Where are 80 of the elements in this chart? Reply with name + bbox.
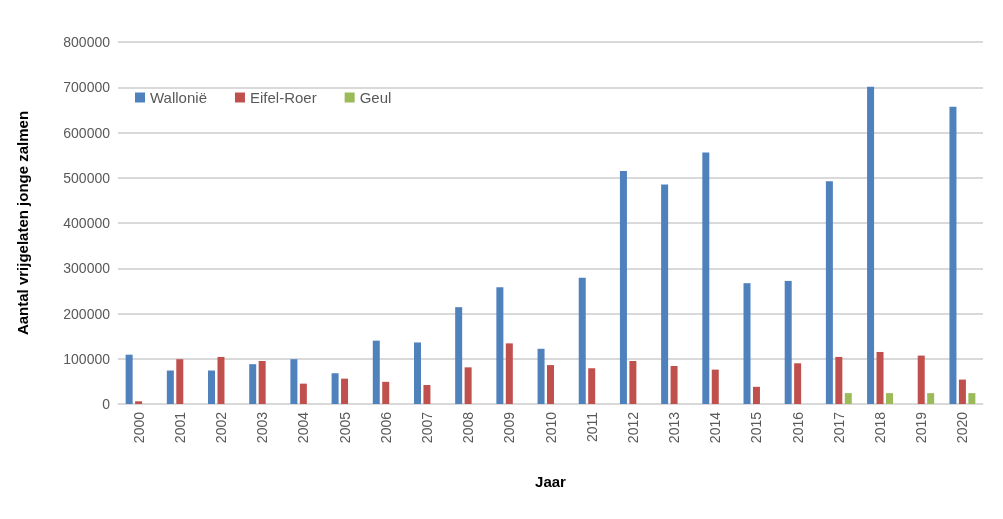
bar — [547, 365, 554, 404]
bar — [670, 365, 678, 404]
bar — [917, 355, 925, 404]
bar — [885, 393, 893, 404]
x-tick-label: 2018 — [872, 411, 889, 444]
x-tick-label: 2007 — [418, 411, 435, 444]
bar — [217, 356, 225, 404]
bar — [968, 393, 976, 404]
x-tick-label: 2014 — [707, 411, 724, 444]
bar — [661, 184, 669, 404]
bar — [135, 401, 143, 404]
bar — [249, 364, 257, 404]
bar — [208, 370, 216, 404]
bar — [537, 348, 545, 404]
x-axis-title: Jaar — [535, 473, 567, 490]
bar — [784, 280, 792, 404]
bar — [825, 181, 833, 404]
bar — [455, 307, 463, 404]
x-tick-label: 2019 — [913, 411, 930, 444]
x-tick-label: 2009 — [501, 411, 518, 444]
x-tick-label: 2016 — [789, 411, 806, 444]
bar — [464, 367, 472, 404]
bar — [794, 363, 802, 404]
y-tick-label: 800000 — [63, 34, 111, 50]
bar — [927, 393, 935, 404]
y-tick-label: 600000 — [63, 124, 111, 141]
legend-label: Wallonië — [150, 89, 207, 106]
x-tick-label: 2012 — [624, 411, 641, 444]
bar — [290, 359, 298, 404]
bar — [752, 386, 760, 404]
bar — [496, 287, 504, 404]
bar — [743, 283, 751, 404]
x-tick-label: 2004 — [295, 411, 312, 444]
bar — [629, 361, 637, 404]
bar — [619, 170, 627, 404]
y-axis-title: Aantal vrijgelaten jonge zalmen — [14, 110, 31, 336]
bar — [578, 277, 586, 404]
bar — [258, 361, 266, 404]
bar — [166, 370, 174, 404]
bar — [949, 106, 957, 404]
bar — [505, 343, 513, 404]
y-tick-label: 500000 — [63, 169, 111, 186]
x-tick-label: 2006 — [377, 411, 394, 444]
x-tick-label: 2013 — [666, 411, 683, 444]
bar — [382, 381, 390, 404]
y-tick-label: 100000 — [63, 350, 111, 367]
bar — [341, 378, 349, 404]
x-tick-label: 2015 — [748, 411, 765, 444]
bar — [423, 385, 431, 404]
legend-label: Eifel-Roer — [249, 89, 317, 106]
x-tick-label: 2011 — [583, 411, 600, 443]
x-tick-label: 2017 — [830, 411, 847, 444]
legend-label: Geul — [359, 89, 392, 106]
x-tick-label: 2001 — [171, 411, 188, 444]
y-tick-label: 0 — [102, 396, 111, 412]
bar — [835, 356, 843, 404]
y-tick-label: 300000 — [63, 260, 111, 277]
x-tick-label: 2000 — [130, 411, 147, 444]
bar — [331, 373, 339, 404]
x-tick-label: 2002 — [212, 411, 229, 444]
bar — [588, 368, 596, 404]
y-tick-label: 700000 — [63, 79, 111, 96]
bar — [958, 379, 966, 404]
x-tick-label: 2020 — [954, 411, 971, 444]
bar — [876, 351, 884, 404]
bar — [711, 369, 719, 404]
bar — [867, 86, 875, 404]
y-tick-label: 200000 — [63, 305, 111, 322]
bar — [125, 354, 133, 404]
x-tick-label: 2003 — [254, 411, 271, 444]
bar — [702, 152, 710, 404]
bar — [299, 383, 307, 404]
bar — [413, 342, 421, 404]
x-tick-label: 2008 — [460, 411, 477, 444]
x-tick-label: 2010 — [542, 411, 559, 444]
y-tick-label: 400000 — [63, 215, 111, 231]
bar — [844, 393, 852, 404]
bar — [176, 359, 184, 404]
x-tick-label: 2005 — [336, 411, 353, 444]
bar — [372, 340, 380, 404]
